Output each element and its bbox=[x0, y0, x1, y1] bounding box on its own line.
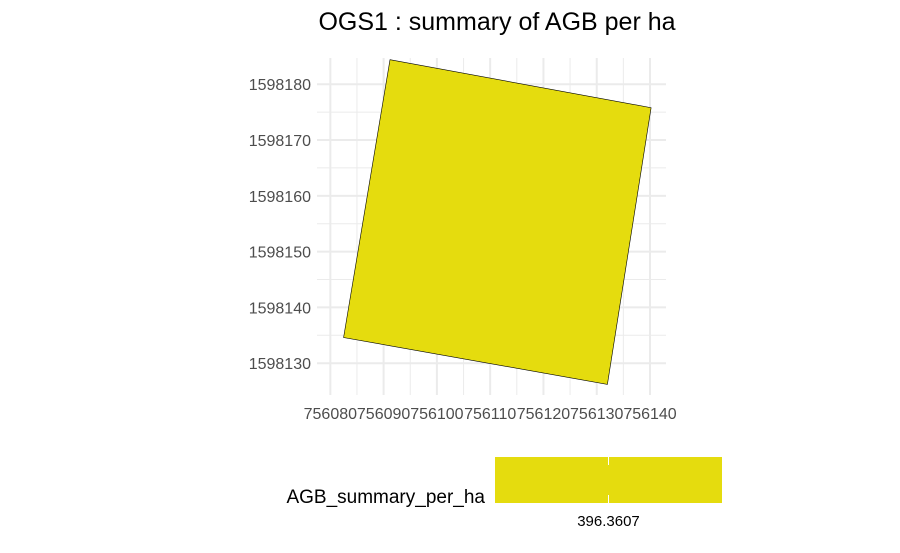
legend-tick-label: 396.3607 bbox=[577, 513, 640, 530]
x-tick-label: 756120 bbox=[517, 406, 570, 423]
y-tick-label: 1598160 bbox=[249, 189, 311, 206]
x-tick-label: 756110 bbox=[464, 406, 516, 423]
y-tick-label: 1598140 bbox=[249, 300, 311, 317]
x-tick-label: 756100 bbox=[410, 406, 463, 423]
y-tick-label: 1598180 bbox=[249, 77, 311, 94]
chart-title: OGS1 : summary of AGB per ha bbox=[318, 8, 675, 36]
y-tick-label: 1598170 bbox=[249, 133, 311, 150]
y-tick-label: 1598130 bbox=[249, 356, 311, 373]
y-tick-label: 1598150 bbox=[249, 245, 311, 262]
x-tick-label: 756090 bbox=[357, 406, 410, 423]
legend: AGB_summary_per_ha 396.3607 bbox=[286, 457, 722, 530]
x-tick-label: 756140 bbox=[623, 406, 676, 423]
polygon-layer bbox=[343, 59, 652, 385]
x-tick-label: 756130 bbox=[570, 406, 623, 423]
legend-title: AGB_summary_per_ha bbox=[286, 487, 485, 508]
axis-layer: 756080 756090 756100 756110 756120 756130 7561… bbox=[249, 77, 677, 423]
x-tick-label: 756080 bbox=[304, 406, 357, 423]
plot-polygon bbox=[343, 59, 652, 385]
